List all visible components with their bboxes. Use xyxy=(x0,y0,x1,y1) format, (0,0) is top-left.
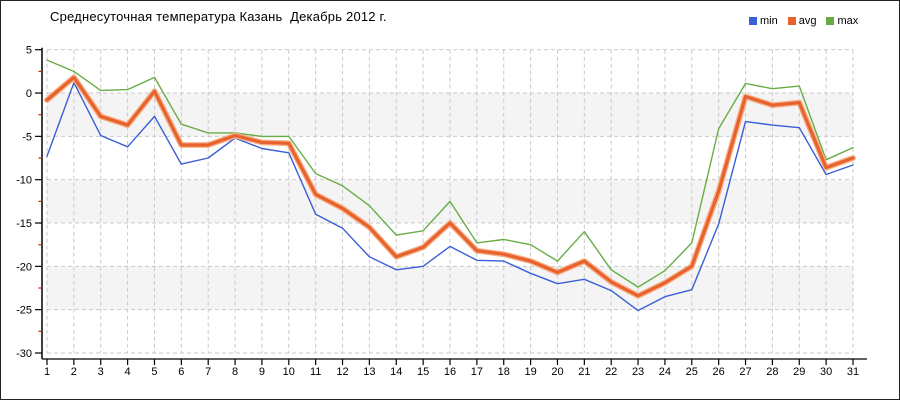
x-tick-label: 28 xyxy=(766,366,778,378)
legend-label: max xyxy=(837,15,859,27)
x-tick-label: 9 xyxy=(259,366,265,378)
x-tick-label: 16 xyxy=(444,366,456,378)
legend: min avg max xyxy=(749,15,858,27)
y-tick-label: -30 xyxy=(16,348,32,360)
x-tick-label: 7 xyxy=(205,366,211,378)
avg-series-line xyxy=(45,75,855,298)
y-tick-label: -25 xyxy=(16,305,32,317)
x-tick-label: 18 xyxy=(498,366,510,378)
legend-item-min: min xyxy=(749,15,778,27)
min-color-swatch-icon xyxy=(749,17,757,25)
x-tick-label: 13 xyxy=(363,366,375,378)
y-tick-label: -20 xyxy=(16,261,32,273)
y-tick-label: 5 xyxy=(26,45,32,57)
gridlines xyxy=(46,49,854,354)
x-axis: 1 2 3 4 5 6 7 8 9 10 11 12 13 14 15 16 17 18 19 20 21 22 23 24 2… xyxy=(42,358,867,378)
chart-title: Среднесуточная температура Казань Декабр… xyxy=(50,9,387,24)
y-tick-label: 0 xyxy=(26,88,32,100)
x-tick-label: 10 xyxy=(283,366,295,378)
x-tick-label: 8 xyxy=(232,366,238,378)
x-tick-label: 15 xyxy=(417,366,429,378)
x-tick-label: 3 xyxy=(98,366,104,378)
x-tick-label: 1 xyxy=(44,366,50,378)
legend-item-max: max xyxy=(826,15,858,27)
x-tick-label: 25 xyxy=(686,366,698,378)
x-tick-label: 12 xyxy=(336,366,348,378)
x-tick-label: 24 xyxy=(659,366,671,378)
x-tick-label: 22 xyxy=(605,366,617,378)
max-color-swatch-icon xyxy=(826,17,835,25)
x-tick-label: 5 xyxy=(151,366,157,378)
min-series-line xyxy=(46,81,854,312)
y-tick-label: -10 xyxy=(16,175,32,187)
y-axis: 5 0 -5 -10 -15 -20 -25 -30 xyxy=(16,45,43,360)
x-tick-label: 4 xyxy=(125,366,131,378)
x-tick-label: 20 xyxy=(551,366,563,378)
x-tick-label: 27 xyxy=(739,366,751,378)
x-tick-label: 29 xyxy=(793,366,805,378)
x-tick-label: 11 xyxy=(310,366,321,378)
y-tick-label: -15 xyxy=(16,218,32,230)
legend-label: min xyxy=(760,15,778,27)
avg-color-swatch-icon xyxy=(787,17,796,25)
x-tick-label: 2 xyxy=(71,366,77,378)
y-tick-label: -5 xyxy=(22,131,32,143)
legend-item-avg: avg xyxy=(787,15,817,27)
x-tick-label: 17 xyxy=(471,366,483,378)
x-tick-label: 26 xyxy=(713,366,725,378)
x-tick-label: 14 xyxy=(390,366,402,378)
x-tick-label: 30 xyxy=(820,366,832,378)
legend-label: avg xyxy=(798,15,817,27)
x-tick-label: 31 xyxy=(847,366,859,378)
x-tick-label: 23 xyxy=(632,366,644,378)
x-tick-label: 19 xyxy=(524,366,536,378)
max-series-line xyxy=(46,59,854,288)
x-tick-label: 6 xyxy=(178,366,184,378)
x-tick-label: 21 xyxy=(578,366,590,378)
